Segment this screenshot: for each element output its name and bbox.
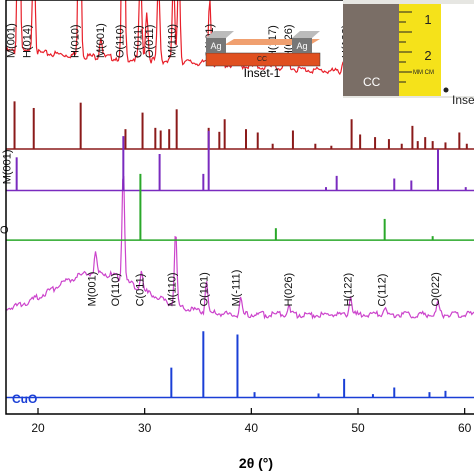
series-4-trace bbox=[5, 175, 474, 320]
x-tick-label-0: 20 bbox=[31, 421, 45, 435]
substrate-label: CC bbox=[257, 56, 267, 63]
series-4-peak-label-5: M(-111) bbox=[231, 270, 243, 307]
series-4-peak-label-6: H(026) bbox=[283, 273, 295, 307]
contact-right-label: Ag bbox=[296, 41, 307, 51]
contact-left-label: Ag bbox=[210, 41, 221, 51]
ruler-digit-1: 1 bbox=[424, 12, 431, 27]
series-0-peak-label-4: O(110) bbox=[114, 25, 126, 58]
series-0-peak-label-0: M(001) bbox=[6, 23, 18, 58]
photo-sample bbox=[343, 4, 409, 96]
photo-right-panel bbox=[441, 4, 474, 96]
inset-1-label: Inset-1 bbox=[244, 66, 281, 80]
series-4-peak-label-2: C(011) bbox=[135, 274, 147, 307]
series-0-peak-label-3: M(001) bbox=[95, 23, 107, 58]
stick-layer bbox=[6, 101, 474, 399]
ruler-ticks bbox=[399, 11, 412, 83]
stick-label-0: M(001) bbox=[1, 149, 13, 184]
series-4-peak-label-0: M(001) bbox=[87, 272, 99, 307]
series-4-peak-label-4: O(101) bbox=[199, 272, 211, 306]
contact-right bbox=[292, 38, 312, 53]
series-0-peak-label-2: H(010) bbox=[70, 24, 82, 58]
photo-cc-label: CC bbox=[363, 75, 381, 89]
plot-frame bbox=[5, 0, 474, 415]
series-0-peak-label-5: C(011) bbox=[132, 25, 144, 58]
series-4-peak-label-7: H(122) bbox=[343, 273, 355, 307]
inset-photo: CC 1 2 MM CM Inse bbox=[343, 0, 474, 107]
series-4-peak-label-3: M(110) bbox=[167, 272, 179, 306]
x-tick-label-1: 30 bbox=[138, 421, 152, 435]
series-0-peak-label-1: H(014) bbox=[22, 24, 34, 58]
series-0-peak-label-6: O(011) bbox=[144, 25, 156, 58]
photo-dot bbox=[443, 87, 449, 93]
series-4-peak-label-1: O(110) bbox=[110, 273, 122, 306]
series-0-peak-label-7: M(110) bbox=[167, 24, 179, 58]
contact-left bbox=[206, 38, 226, 53]
photo-inset-label: Inse bbox=[452, 93, 474, 107]
ruler bbox=[399, 4, 441, 96]
ruler-digit-2: 2 bbox=[424, 48, 431, 63]
series-4-peak-label-9: O(022) bbox=[430, 272, 442, 306]
x-tick-label-3: 50 bbox=[351, 421, 365, 435]
substrate bbox=[205, 52, 321, 67]
contact-right-top bbox=[292, 31, 320, 38]
x-tick-label-4: 60 bbox=[458, 421, 472, 435]
x-tick-label-2: 40 bbox=[245, 421, 259, 435]
ruler-text: MM CM bbox=[413, 70, 434, 76]
legend-cuo: CuO bbox=[12, 392, 37, 406]
contact-left-top bbox=[206, 31, 234, 38]
series-4-peak-label-8: C(112) bbox=[377, 274, 389, 307]
x-axis-label: 2θ (°) bbox=[239, 455, 273, 471]
inset-device: Ag Ag CC Inset-1 bbox=[205, 31, 321, 80]
x-tick-layer: 20 30 40 50 60 bbox=[31, 408, 472, 435]
